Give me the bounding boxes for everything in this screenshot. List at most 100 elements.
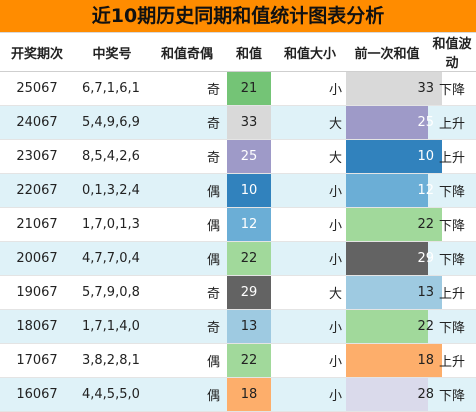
prev-sum-swatch: 10 <box>346 140 442 173</box>
cell-numbers: 5,7,9,0,8 <box>74 275 150 310</box>
cell-sum: 21 <box>224 71 274 106</box>
cell-prev-sum: 13 <box>346 275 442 310</box>
cell-trend: 下降 <box>428 377 476 412</box>
cell-size: 小 <box>274 207 346 242</box>
cell-prev-sum: 33 <box>346 71 442 106</box>
stats-table: 开奖期次 中奖号 和值奇偶 和值 和值大小 前一次和值 和值波动 25067 6,… <box>0 33 476 412</box>
sum-value-swatch: 21 <box>227 72 271 105</box>
cell-size: 小 <box>274 377 346 412</box>
table-row: 21067 1,7,0,1,3 偶 12 小 22 下降 <box>0 207 476 242</box>
cell-issue: 16067 <box>0 377 74 412</box>
cell-issue: 19067 <box>0 275 74 310</box>
cell-prev-sum: 29 <box>346 241 442 276</box>
cell-parity: 奇 <box>150 275 224 310</box>
cell-parity: 偶 <box>150 207 224 242</box>
table-row: 25067 6,7,1,6,1 奇 21 小 33 下降 <box>0 71 476 106</box>
page-title: 近10期历史同期和值统计图表分析 <box>0 0 476 33</box>
cell-sum: 25 <box>224 139 274 174</box>
sum-value-swatch: 22 <box>227 242 271 275</box>
cell-trend: 上升 <box>428 343 476 378</box>
cell-trend: 下降 <box>428 71 476 106</box>
cell-numbers: 5,4,9,6,9 <box>74 105 150 140</box>
cell-issue: 18067 <box>0 309 74 344</box>
sum-value-swatch: 22 <box>227 344 271 377</box>
cell-prev-sum: 28 <box>346 377 442 412</box>
sum-value-swatch: 13 <box>227 310 271 343</box>
cell-prev-sum: 12 <box>346 173 442 208</box>
sum-value-swatch: 29 <box>227 276 271 309</box>
table-header-row: 开奖期次 中奖号 和值奇偶 和值 和值大小 前一次和值 和值波动 <box>0 33 476 72</box>
col-header-trend: 和值波动 <box>428 33 476 72</box>
table-row: 17067 3,8,2,8,1 偶 22 小 18 上升 <box>0 343 476 378</box>
table-row: 18067 1,7,1,4,0 奇 13 小 22 下降 <box>0 309 476 344</box>
cell-parity: 奇 <box>150 309 224 344</box>
cell-sum: 13 <box>224 309 274 344</box>
cell-sum: 33 <box>224 105 274 140</box>
cell-size: 大 <box>274 105 346 140</box>
cell-trend: 下降 <box>428 207 476 242</box>
col-header-numbers: 中奖号 <box>74 33 150 72</box>
table-row: 23067 8,5,4,2,6 奇 25 大 10 上升 <box>0 139 476 174</box>
cell-sum: 18 <box>224 377 274 412</box>
cell-numbers: 6,7,1,6,1 <box>74 71 150 106</box>
cell-issue: 25067 <box>0 71 74 106</box>
cell-prev-sum: 22 <box>346 207 442 242</box>
table-row: 20067 4,7,7,0,4 偶 22 小 29 下降 <box>0 241 476 276</box>
cell-parity: 奇 <box>150 139 224 174</box>
prev-sum-swatch: 22 <box>346 310 442 343</box>
cell-sum: 29 <box>224 275 274 310</box>
cell-issue: 22067 <box>0 173 74 208</box>
cell-parity: 奇 <box>150 105 224 140</box>
col-header-sum: 和值 <box>224 33 274 72</box>
sum-value-swatch: 33 <box>227 106 271 139</box>
prev-sum-swatch: 29 <box>346 242 442 275</box>
col-header-prev-sum: 前一次和值 <box>346 33 428 72</box>
cell-size: 大 <box>274 275 346 310</box>
col-header-size: 和值大小 <box>274 33 346 72</box>
cell-issue: 20067 <box>0 241 74 276</box>
cell-trend: 下降 <box>428 173 476 208</box>
sum-value-swatch: 25 <box>227 140 271 173</box>
cell-size: 小 <box>274 71 346 106</box>
cell-sum: 10 <box>224 173 274 208</box>
cell-numbers: 4,7,7,0,4 <box>74 241 150 276</box>
cell-trend: 上升 <box>428 275 476 310</box>
cell-numbers: 8,5,4,2,6 <box>74 139 150 174</box>
cell-issue: 21067 <box>0 207 74 242</box>
cell-size: 小 <box>274 309 346 344</box>
cell-parity: 偶 <box>150 343 224 378</box>
cell-prev-sum: 18 <box>346 343 442 378</box>
cell-trend: 下降 <box>428 309 476 344</box>
cell-trend: 下降 <box>428 241 476 276</box>
cell-sum: 12 <box>224 207 274 242</box>
sum-value-swatch: 12 <box>227 208 271 241</box>
cell-parity: 偶 <box>150 173 224 208</box>
col-header-parity: 和值奇偶 <box>150 33 224 72</box>
cell-parity: 偶 <box>150 241 224 276</box>
sum-value-swatch: 18 <box>227 378 271 411</box>
prev-sum-swatch: 12 <box>346 174 442 207</box>
cell-numbers: 1,7,1,4,0 <box>74 309 150 344</box>
cell-numbers: 1,7,0,1,3 <box>74 207 150 242</box>
cell-numbers: 0,1,3,2,4 <box>74 173 150 208</box>
cell-sum: 22 <box>224 241 274 276</box>
table-row: 16067 4,4,5,5,0 偶 18 小 28 下降 <box>0 377 476 412</box>
cell-numbers: 3,8,2,8,1 <box>74 343 150 378</box>
cell-prev-sum: 22 <box>346 309 442 344</box>
prev-sum-swatch: 33 <box>346 72 442 105</box>
cell-trend: 上升 <box>428 105 476 140</box>
prev-sum-swatch: 13 <box>346 276 442 309</box>
table-row: 24067 5,4,9,6,9 奇 33 大 25 上升 <box>0 105 476 140</box>
cell-size: 小 <box>274 343 346 378</box>
cell-parity: 偶 <box>150 377 224 412</box>
sum-value-swatch: 10 <box>227 174 271 207</box>
cell-numbers: 4,4,5,5,0 <box>74 377 150 412</box>
cell-trend: 上升 <box>428 139 476 174</box>
cell-size: 小 <box>274 173 346 208</box>
col-header-issue: 开奖期次 <box>0 33 74 72</box>
prev-sum-swatch: 18 <box>346 344 442 377</box>
table-row: 22067 0,1,3,2,4 偶 10 小 12 下降 <box>0 173 476 208</box>
table-row: 19067 5,7,9,0,8 奇 29 大 13 上升 <box>0 275 476 310</box>
prev-sum-swatch: 25 <box>346 106 442 139</box>
